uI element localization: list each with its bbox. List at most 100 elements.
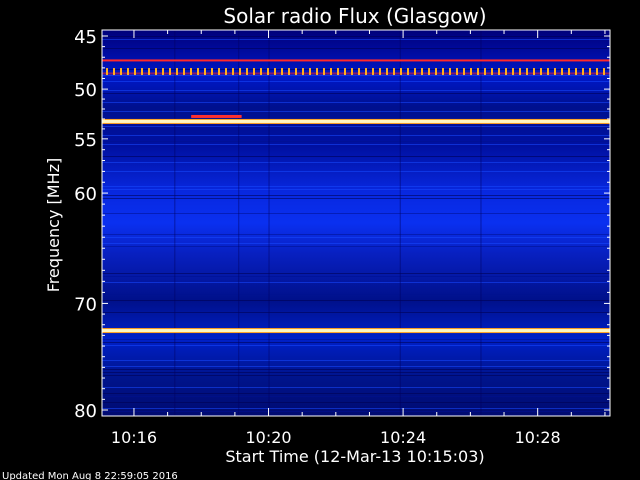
heatmap-streak [102, 189, 610, 190]
heatmap-streak [102, 234, 610, 235]
emission-band-core [102, 329, 610, 333]
emission-pulse [176, 68, 178, 76]
heatmap-streak [102, 243, 610, 244]
emission-pulse [498, 68, 500, 76]
y-tick-label: 50 [74, 80, 97, 101]
x-axis: 10:16 10:20 10:24 10:28 [111, 30, 606, 447]
heatmap-streak [102, 396, 610, 397]
heatmap-streak [102, 102, 610, 103]
heatmap-streak [102, 195, 610, 196]
heatmap-streak [102, 375, 610, 376]
heatmap-streak [102, 408, 610, 409]
heatmap-background [102, 30, 610, 416]
time-marker [174, 30, 176, 416]
heatmap-streak [102, 345, 610, 346]
emission-pulse [127, 68, 129, 76]
emission-pulse [288, 68, 290, 76]
heatmap-streak [102, 156, 610, 157]
time-marker [268, 30, 270, 416]
emission-pulse [155, 68, 157, 76]
emission-pulse [491, 68, 493, 76]
heatmap-streak [102, 312, 610, 313]
emission-pulse [470, 68, 472, 76]
emission-pulse [190, 68, 192, 76]
emission-pulse [169, 68, 171, 76]
heatmap-streak [102, 213, 610, 214]
emission-pulse [379, 68, 381, 76]
heatmap-streak [102, 198, 610, 199]
heatmap-streak [102, 372, 610, 373]
emission-pulse [428, 68, 430, 76]
heatmap-streak [102, 111, 610, 112]
heatmap-streak [102, 339, 610, 340]
emission-pulse [400, 68, 402, 76]
burst-segment [191, 114, 242, 118]
plot-frame [101, 29, 611, 417]
heatmap-streak [102, 135, 610, 136]
emission-band-line [102, 72, 610, 75]
emission-pulse [309, 68, 311, 76]
emission-pulse [533, 68, 535, 76]
x-tick-label: 10:16 [111, 428, 157, 447]
y-tick-label: 70 [74, 294, 97, 315]
heatmap-streak [102, 90, 610, 91]
heatmap-streak [102, 276, 610, 277]
emission-pulse [393, 68, 395, 76]
heatmap-streak [102, 186, 610, 187]
heatmap-streaks [102, 30, 610, 416]
emission-pulse [365, 68, 367, 76]
emission-pulse [148, 68, 150, 76]
emission-pulse [372, 68, 374, 76]
heatmap-streak [102, 300, 610, 301]
emission-pulse [582, 68, 584, 76]
emission-pulse [414, 68, 416, 76]
heatmap-streak [102, 126, 610, 127]
x-tick-label: 10:28 [515, 428, 561, 447]
emission-pulse [351, 68, 353, 76]
emission-bands [102, 59, 610, 334]
updated-footer: Updated Mon Aug 8 22:59:05 2016 [2, 471, 178, 480]
heatmap-streak [102, 162, 610, 163]
y-axis: 45 50 55 60 70 80 [74, 27, 610, 422]
emission-pulse [568, 68, 570, 76]
emission-pulse [449, 68, 451, 76]
emission-pulse [218, 68, 220, 76]
emission-pulse [246, 68, 248, 76]
chart-title: Solar radio Flux (Glasgow) [223, 4, 486, 28]
y-tick-label: 55 [74, 130, 97, 151]
heatmap-streak [102, 81, 610, 82]
emission-pulse [197, 68, 199, 76]
emission-pulse [463, 68, 465, 76]
heatmap-streak [102, 387, 610, 388]
emission-pulse [204, 68, 206, 76]
heatmap-streak [102, 36, 610, 37]
heatmap-streak [102, 48, 610, 49]
emission-pulse [183, 68, 185, 76]
emission-pulse [596, 68, 598, 76]
emission-pulse [260, 68, 262, 76]
emission-pulse [421, 68, 423, 76]
emission-pulse [456, 68, 458, 76]
heatmap-streak [102, 75, 610, 76]
emission-pulse [141, 68, 143, 76]
heatmap-streak [102, 360, 610, 361]
emission-pulse [386, 68, 388, 76]
emission-pulse [134, 68, 136, 76]
heatmap-streak [102, 342, 610, 343]
emission-pulse [162, 68, 164, 76]
x-tick-label: 10:24 [380, 428, 426, 447]
emission-pulse [302, 68, 304, 76]
x-axis-label: Start Time (12-Mar-13 10:15:03) [225, 447, 484, 466]
emission-pulse [281, 68, 283, 76]
emission-pulse [232, 68, 234, 76]
heatmap-streak [102, 402, 610, 403]
time-marker [399, 30, 401, 416]
emission-pulse [484, 68, 486, 76]
emission-pulse [337, 68, 339, 76]
emission-pulse [407, 68, 409, 76]
emission-pulse [239, 68, 241, 76]
plot-area [101, 29, 611, 417]
y-tick-label: 60 [74, 184, 97, 205]
emission-pulse [554, 68, 556, 76]
heatmap-streak [102, 411, 610, 412]
